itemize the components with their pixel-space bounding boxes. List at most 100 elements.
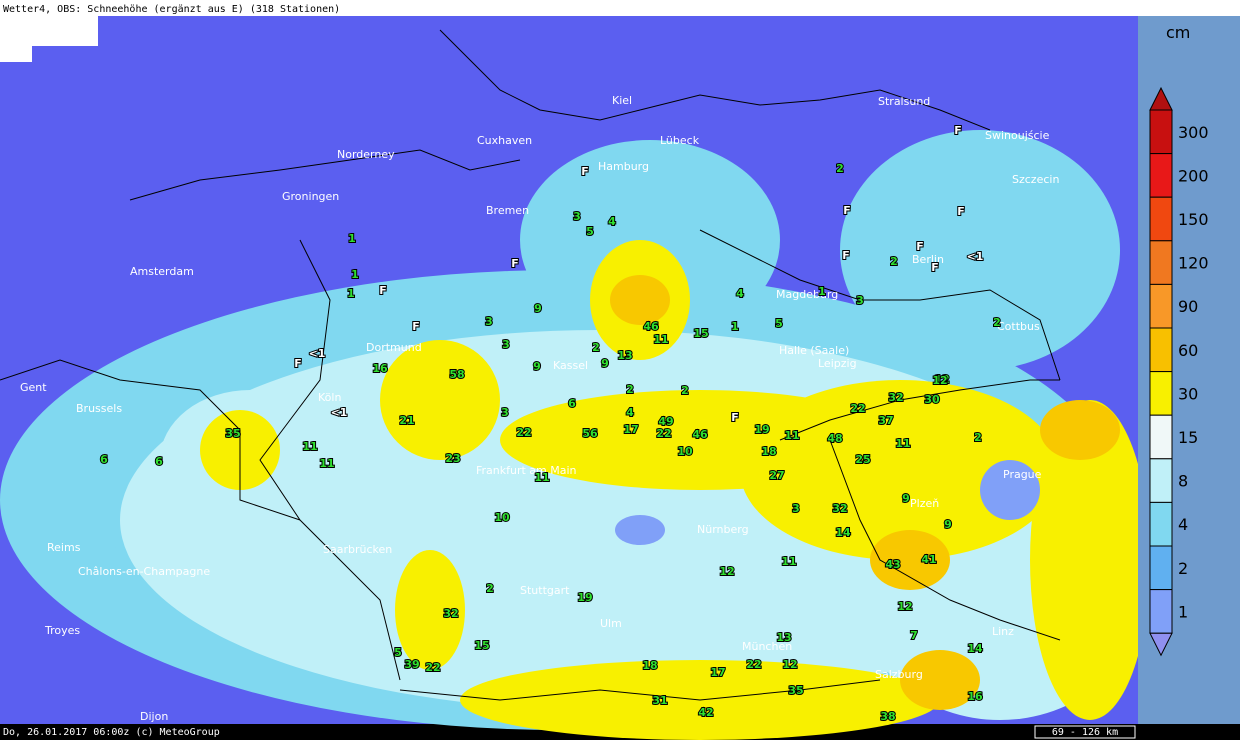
station-value: F xyxy=(957,205,965,218)
station-value: 3 xyxy=(501,406,509,419)
station-value: 18 xyxy=(761,445,776,458)
snow-area xyxy=(395,550,465,670)
city-label: Reims xyxy=(47,541,81,554)
station-value: 13 xyxy=(776,631,791,644)
station-value: 4 xyxy=(608,215,616,228)
station-value: 12 xyxy=(932,374,947,387)
station-value: 11 xyxy=(781,555,796,568)
station-value: 1 xyxy=(818,285,826,298)
legend-label: 8 xyxy=(1178,472,1188,491)
legend-swatch xyxy=(1149,327,1173,373)
station-value: 3 xyxy=(856,294,864,307)
city-label: Halle (Saale) xyxy=(779,344,849,357)
station-value: F xyxy=(842,249,850,262)
station-value: 11 xyxy=(653,333,668,346)
city-label: Saarbrücken xyxy=(323,543,392,556)
station-value: 56 xyxy=(582,427,598,440)
station-value: 11 xyxy=(319,457,334,470)
snow-area xyxy=(1040,400,1120,460)
scale-text: 69 - 126 km xyxy=(1052,727,1118,738)
station-value: 7 xyxy=(910,629,918,642)
snow-area xyxy=(520,140,780,340)
station-value: 38 xyxy=(880,710,895,723)
legend-arrow-bottom xyxy=(1149,632,1173,657)
station-value: 1 xyxy=(351,268,359,281)
station-value: 5 xyxy=(775,317,783,330)
legend-label: 120 xyxy=(1178,254,1209,273)
legend-swatch xyxy=(1149,458,1173,503)
city-label: Troyes xyxy=(44,624,80,637)
city-label: Swinoujście xyxy=(985,129,1050,142)
city-label: Cottbus xyxy=(997,320,1040,333)
city-label: Plzeň xyxy=(910,497,939,510)
station-value: 2 xyxy=(486,582,494,595)
station-value: 22 xyxy=(656,427,671,440)
station-value: 46 xyxy=(692,428,708,441)
station-value: 19 xyxy=(754,423,769,436)
city-label: Ulm xyxy=(600,617,622,630)
station-value: 3 xyxy=(502,338,510,351)
station-value: 2 xyxy=(993,316,1001,329)
station-value: 2 xyxy=(681,384,689,397)
station-value: 32 xyxy=(832,502,847,515)
city-label: Magdeburg xyxy=(776,288,838,301)
city-label: Cuxhaven xyxy=(477,134,532,147)
city-label: Szczecin xyxy=(1012,173,1059,186)
station-value: 32 xyxy=(888,391,903,404)
city-label: Châlons-en-Champagne xyxy=(78,565,210,578)
station-value: 12 xyxy=(719,565,734,578)
station-value: 9 xyxy=(902,492,910,505)
station-value: 23 xyxy=(445,452,460,465)
city-label: Dortmund xyxy=(366,341,422,354)
station-value: F xyxy=(581,165,589,178)
station-value: 39 xyxy=(404,658,419,671)
station-value: 9 xyxy=(533,360,541,373)
station-value: 58 xyxy=(449,368,464,381)
station-value: 9 xyxy=(534,302,542,315)
city-label: Stralsund xyxy=(878,95,930,108)
station-value: 2 xyxy=(626,383,634,396)
legend-swatch xyxy=(1149,371,1173,416)
city-label: Bremen xyxy=(486,204,529,217)
legend-swatch xyxy=(1149,501,1173,547)
station-value: F xyxy=(731,411,739,424)
station-value: 5 xyxy=(586,225,594,238)
station-value: 30 xyxy=(924,393,940,406)
city-label: Lübeck xyxy=(660,134,700,147)
station-value: 21 xyxy=(399,414,414,427)
station-value: 22 xyxy=(425,661,440,674)
station-value: F xyxy=(294,357,302,370)
station-value: 37 xyxy=(878,414,893,427)
station-value: 16 xyxy=(967,690,983,703)
legend-label: 200 xyxy=(1178,166,1209,185)
city-label: Gent xyxy=(20,381,47,394)
station-value: 11 xyxy=(302,440,317,453)
station-value: 14 xyxy=(967,642,983,655)
snow-area xyxy=(900,650,980,710)
station-value: 22 xyxy=(850,402,865,415)
station-value: 35 xyxy=(788,684,803,697)
station-value: 11 xyxy=(784,429,799,442)
snow-area xyxy=(615,515,665,545)
station-value: F xyxy=(916,240,924,253)
station-value: 5 xyxy=(394,646,402,659)
station-value: 17 xyxy=(710,666,725,679)
footer-text: Do, 26.01.2017 06:00z (c) MeteoGroup xyxy=(3,727,220,738)
station-value: 12 xyxy=(897,600,912,613)
station-value: 18 xyxy=(642,659,657,672)
legend-label: 4 xyxy=(1178,515,1188,534)
legend-label: 15 xyxy=(1178,428,1198,447)
station-value: 11 xyxy=(895,437,910,450)
city-label: Hamburg xyxy=(598,160,649,173)
legend-swatch xyxy=(1149,283,1173,329)
station-value: 13 xyxy=(617,349,632,362)
station-value: 6 xyxy=(568,397,576,410)
legend-swatch xyxy=(1149,589,1173,634)
legend-unit: cm xyxy=(1166,23,1190,42)
station-value: <1 xyxy=(967,250,984,263)
station-value: 3 xyxy=(485,315,493,328)
legend-label: 2 xyxy=(1178,559,1188,578)
station-value: 9 xyxy=(601,357,609,370)
